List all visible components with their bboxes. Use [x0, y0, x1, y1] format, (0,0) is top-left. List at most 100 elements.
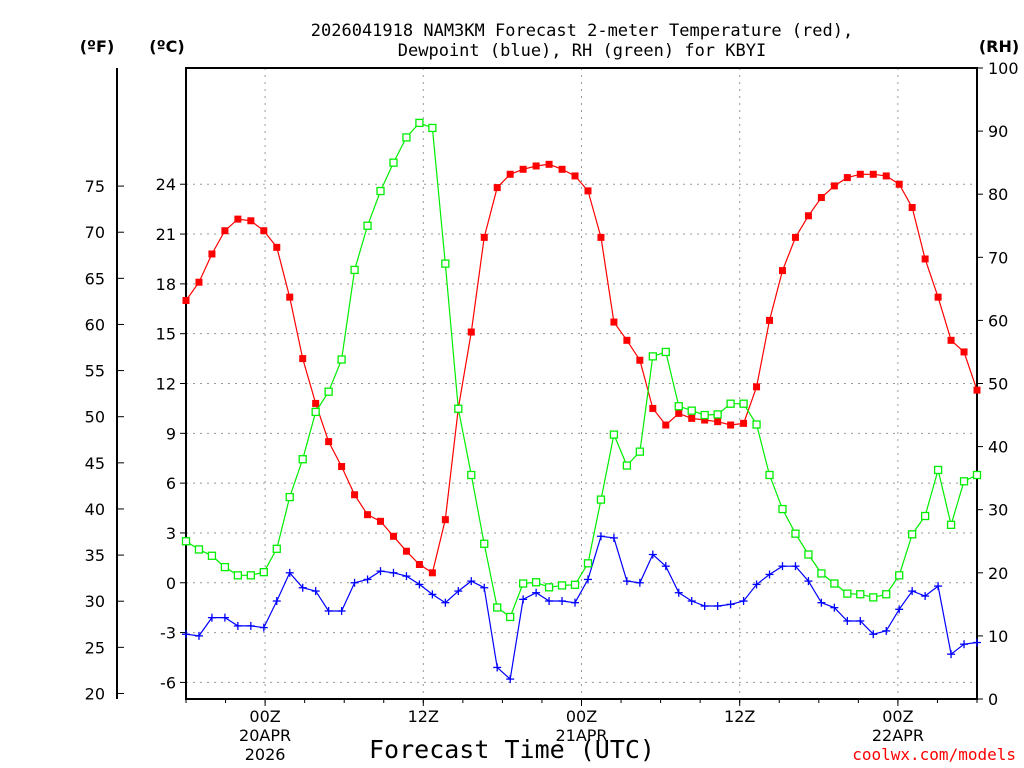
dewpoint-point — [973, 638, 981, 647]
dewpoint-point — [791, 562, 800, 571]
rh-point — [415, 118, 424, 128]
fahrenheit-tick-label: 45 — [85, 454, 105, 473]
2-meter-temperature-point — [869, 170, 877, 178]
2-meter-temperature-point — [856, 170, 864, 178]
chart-title-line2: Dewpoint (blue), RH (green) for KBYI — [398, 41, 766, 61]
rh-point — [402, 133, 411, 142]
rh-point — [635, 447, 645, 456]
2-meter-temperature-point — [364, 511, 372, 519]
rh-point — [389, 158, 398, 167]
rh-tick-label: 60 — [988, 311, 1008, 330]
dewpoint-point — [778, 562, 787, 571]
dewpoint-point — [558, 597, 567, 606]
rh-point — [480, 539, 489, 548]
dewpoint-line — [185, 535, 978, 681]
rh-point — [596, 495, 606, 504]
dewpoint-point — [882, 626, 891, 635]
fahrenheit-tick-label: 50 — [85, 408, 105, 427]
2-meter-temperature-point — [804, 212, 812, 220]
celsius-tick-label: 0 — [166, 574, 176, 593]
celsius-tick-label: 6 — [166, 474, 176, 493]
rh-point — [233, 571, 243, 580]
dewpoint-point — [583, 575, 592, 584]
rh-point — [272, 544, 281, 553]
dewpoint-point — [545, 597, 554, 606]
dewpoint-point — [687, 597, 696, 606]
dewpoint-point — [324, 606, 333, 615]
2-meter-temperature-point — [234, 215, 242, 223]
dewpoint-point — [519, 595, 528, 604]
2-meter-temperature-point — [688, 414, 696, 422]
rh-point — [259, 568, 268, 577]
2-meter-temperature-point — [325, 438, 333, 446]
2-meter-temperature-point — [273, 243, 281, 251]
2-meter-temperature-point — [973, 386, 981, 394]
2-meter-temperature-point — [506, 170, 514, 178]
2-meter-temperature-point — [389, 532, 397, 540]
rh-tick-label: 10 — [988, 627, 1008, 646]
rh-point — [376, 186, 385, 196]
rh-point — [791, 529, 800, 538]
dewpoint-point — [285, 568, 294, 577]
2-meter-temperature-point — [714, 418, 722, 426]
rh-point — [713, 410, 722, 419]
2-meter-temperature-point — [921, 255, 929, 263]
fahrenheit-tick-label: 20 — [85, 684, 105, 703]
dewpoint-point — [428, 590, 437, 599]
rh-point — [972, 470, 982, 480]
rh-tick-label: 50 — [988, 375, 1008, 394]
2-meter-temperature-point — [312, 399, 320, 407]
2-meter-temperature-point — [415, 560, 423, 568]
dewpoint-point — [454, 587, 463, 596]
dewpoint-point — [648, 550, 657, 559]
rh-point — [882, 590, 891, 599]
2-meter-temperature-point — [545, 160, 553, 168]
rh-point — [194, 545, 204, 554]
dewpoint-point — [908, 587, 917, 596]
dewpoint-point — [182, 630, 190, 639]
grid-lines — [186, 68, 977, 699]
rh-point — [622, 461, 632, 470]
rh-point — [557, 581, 567, 590]
dewpoint-point — [609, 533, 618, 542]
dewpoint-point — [856, 616, 865, 625]
rh-point — [856, 590, 865, 599]
2-meter-temperature-line — [185, 163, 978, 574]
time-tick-label: 00Z — [882, 707, 913, 726]
2-meter-temperature-point — [299, 355, 307, 363]
rh-point — [454, 404, 463, 413]
rh-point — [946, 520, 956, 529]
celsius-tick-label: 21 — [156, 225, 176, 244]
dewpoint-point — [389, 568, 398, 577]
rh-point — [895, 571, 904, 580]
fahrenheit-tick-label: 30 — [85, 592, 105, 611]
dewpoint-point — [259, 623, 268, 632]
2-meter-temperature-point — [766, 316, 774, 324]
fahrenheit-tick-label: 40 — [85, 500, 105, 519]
time-tick-year: 2026 — [245, 745, 286, 764]
fahrenheit-unit-label: (ºF) — [80, 37, 115, 56]
dewpoint-point — [402, 572, 411, 581]
rh-point — [843, 589, 852, 598]
rh-point — [350, 265, 359, 275]
dewpoint-point — [700, 602, 709, 611]
2-meter-temperature-point — [195, 278, 203, 286]
2-meter-temperature-point — [753, 383, 761, 391]
fahrenheit-tick-label: 60 — [85, 315, 105, 334]
2-meter-temperature-point — [960, 348, 968, 356]
dewpoint-point — [947, 650, 956, 659]
dewpoint-point — [869, 630, 878, 639]
celsius-tick-label: -3 — [160, 624, 176, 643]
dewpoint-point — [622, 577, 631, 586]
dewpoint-point — [739, 597, 748, 606]
dewpoint-point — [311, 587, 320, 596]
dewpoint-point — [804, 577, 813, 586]
dewpoint-point — [441, 598, 450, 607]
rh-point — [817, 569, 826, 578]
rh-point — [778, 504, 787, 514]
dewpoint-point — [467, 577, 476, 586]
2-meter-temperature-point — [208, 250, 216, 258]
dewpoint-point — [726, 600, 735, 609]
dewpoint-point — [220, 613, 229, 622]
rh-point — [765, 470, 774, 480]
